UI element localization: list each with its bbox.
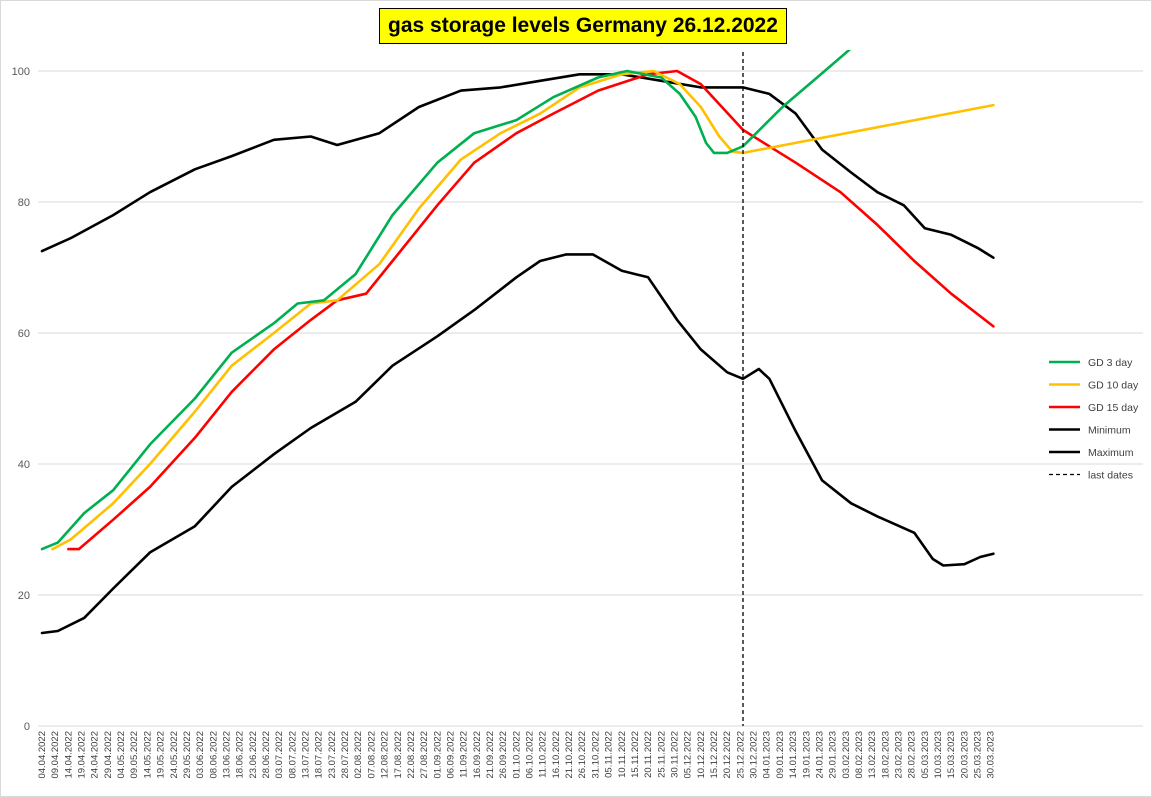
x-tick-label: 16.10.2022 xyxy=(551,731,562,779)
x-tick-label: 23.02.2023 xyxy=(893,731,904,779)
x-tick-label: 03.06.2022 xyxy=(195,731,206,779)
x-tick-label: 08.07.2022 xyxy=(287,731,298,779)
x-tick-label: 19.05.2022 xyxy=(156,731,167,779)
x-tick-label: 04.01.2023 xyxy=(762,731,773,779)
x-tick-label: 04.05.2022 xyxy=(116,731,127,779)
series-line-maximum xyxy=(40,73,995,259)
x-tick-label: 01.10.2022 xyxy=(511,731,522,779)
x-tick-label: 10.11.2022 xyxy=(617,731,628,778)
gridlines xyxy=(38,70,1143,596)
x-tick-label: 18.02.2023 xyxy=(880,731,891,779)
y-tick-label: 100 xyxy=(12,66,30,78)
x-tick-label: 20.12.2022 xyxy=(722,731,733,779)
x-tick-label: 21.10.2022 xyxy=(564,731,575,779)
x-tick-label: 24.05.2022 xyxy=(169,731,180,779)
legend-label: Maximum xyxy=(1088,447,1134,459)
x-tick-label: 05.12.2022 xyxy=(683,731,694,779)
x-tick-label: 15.03.2023 xyxy=(946,731,957,779)
x-tick-label: 09.04.2022 xyxy=(50,731,61,779)
x-tick-label: 20.03.2023 xyxy=(959,731,970,779)
y-tick-label: 0 xyxy=(24,721,30,733)
x-tick-label: 21.09.2022 xyxy=(485,731,496,779)
x-tick-label: 06.09.2022 xyxy=(445,731,456,779)
x-tick-label: 03.02.2023 xyxy=(841,731,852,779)
x-tick-label: 28.06.2022 xyxy=(261,731,272,779)
x-tick-label: 26.09.2022 xyxy=(498,731,509,779)
x-tick-label: 19.04.2022 xyxy=(77,731,88,779)
x-tick-label: 19.01.2023 xyxy=(801,731,812,779)
x-tick-label: 15.12.2022 xyxy=(709,731,720,779)
x-tick-label: 14.04.2022 xyxy=(63,731,74,779)
x-tick-label: 14.05.2022 xyxy=(142,731,153,779)
x-tick-label: 10.12.2022 xyxy=(696,731,707,779)
x-tick-label: 20.11.2022 xyxy=(643,731,654,778)
series-line-gd-3-day xyxy=(40,50,852,551)
x-tick-label: 11.10.2022 xyxy=(538,731,549,778)
x-tick-label: 13.07.2022 xyxy=(301,731,312,779)
y-tick-label: 60 xyxy=(18,328,30,340)
x-tick-label: 27.08.2022 xyxy=(419,731,430,779)
series-line-gd-15-day xyxy=(67,69,995,551)
x-tick-label: 25.12.2022 xyxy=(735,731,746,779)
x-tick-label: 18.06.2022 xyxy=(235,731,246,779)
x-tick-label: 26.10.2022 xyxy=(577,731,588,779)
legend: GD 3 day GD 10 day GD 15 day Minimum Maximum… xyxy=(1049,357,1139,482)
x-tick-label: 05.11.2022 xyxy=(604,731,615,778)
x-tick-label: 30.11.2022 xyxy=(669,731,680,778)
x-tick-label: 15.11.2022 xyxy=(630,731,641,778)
x-tick-label: 25.03.2023 xyxy=(973,731,984,779)
x-tick-label: 08.06.2022 xyxy=(208,731,219,779)
x-tick-label: 24.01.2023 xyxy=(814,731,825,779)
legend-label: Minimum xyxy=(1088,425,1131,437)
x-tick-label: 07.08.2022 xyxy=(366,731,377,779)
x-tick-label: 11.09.2022 xyxy=(459,731,470,778)
legend-label: GD 15 day xyxy=(1088,402,1139,414)
y-tick-label: 40 xyxy=(18,459,30,471)
x-tick-label: 12.08.2022 xyxy=(380,731,391,779)
x-tick-label: 14.01.2023 xyxy=(788,731,799,779)
y-axis-ticks: 0 20 40 60 80 100 xyxy=(12,66,30,733)
x-tick-label: 28.07.2022 xyxy=(340,731,351,779)
x-tick-label: 22.08.2022 xyxy=(406,731,417,779)
x-tick-label: 10.03.2023 xyxy=(933,731,944,779)
x-tick-label: 13.06.2022 xyxy=(221,731,232,779)
x-tick-label: 02.08.2022 xyxy=(353,731,364,779)
x-tick-label: 17.08.2022 xyxy=(393,731,404,779)
x-tick-label: 29.04.2022 xyxy=(103,731,114,779)
x-tick-label: 05.03.2023 xyxy=(920,731,931,779)
series-line-gd-10-day xyxy=(51,69,995,551)
x-tick-label: 29.01.2023 xyxy=(828,731,839,779)
chart-title: gas storage levels Germany 26.12.2022 xyxy=(379,8,787,44)
x-tick-label: 01.09.2022 xyxy=(432,731,443,779)
x-tick-label: 23.07.2022 xyxy=(327,731,338,779)
series-line-minimum xyxy=(40,253,995,635)
x-tick-label: 13.02.2023 xyxy=(867,731,878,779)
x-tick-label: 09.01.2023 xyxy=(775,731,786,779)
legend-label: GD 3 day xyxy=(1088,357,1133,369)
x-tick-label: 18.07.2022 xyxy=(314,731,325,779)
x-tick-label: 08.02.2023 xyxy=(854,731,865,779)
y-tick-label: 80 xyxy=(18,197,30,209)
x-tick-label: 29.05.2022 xyxy=(182,731,193,779)
x-tick-label: 31.10.2022 xyxy=(590,731,601,779)
x-tick-label: 03.07.2022 xyxy=(274,731,285,779)
x-tick-label: 30.12.2022 xyxy=(749,731,760,779)
x-tick-label: 25.11.2022 xyxy=(656,731,667,778)
x-tick-label: 09.05.2022 xyxy=(129,731,140,779)
x-tick-label: 28.02.2023 xyxy=(907,731,918,779)
x-tick-label: 04.04.2022 xyxy=(37,731,48,779)
series-lines xyxy=(40,50,995,635)
x-tick-label: 30.03.2023 xyxy=(986,731,997,779)
legend-label: GD 10 day xyxy=(1088,380,1139,392)
x-tick-label: 16.09.2022 xyxy=(472,731,483,779)
y-tick-label: 20 xyxy=(18,590,30,602)
x-axis-ticks: 04.04.2022 09.04.2022 14.04.2022 19.04.2022… xyxy=(37,731,997,779)
x-tick-label: 23.06.2022 xyxy=(248,731,259,779)
x-tick-label: 24.04.2022 xyxy=(90,731,101,779)
x-tick-label: 06.10.2022 xyxy=(525,731,536,779)
legend-label: last dates xyxy=(1088,470,1133,482)
